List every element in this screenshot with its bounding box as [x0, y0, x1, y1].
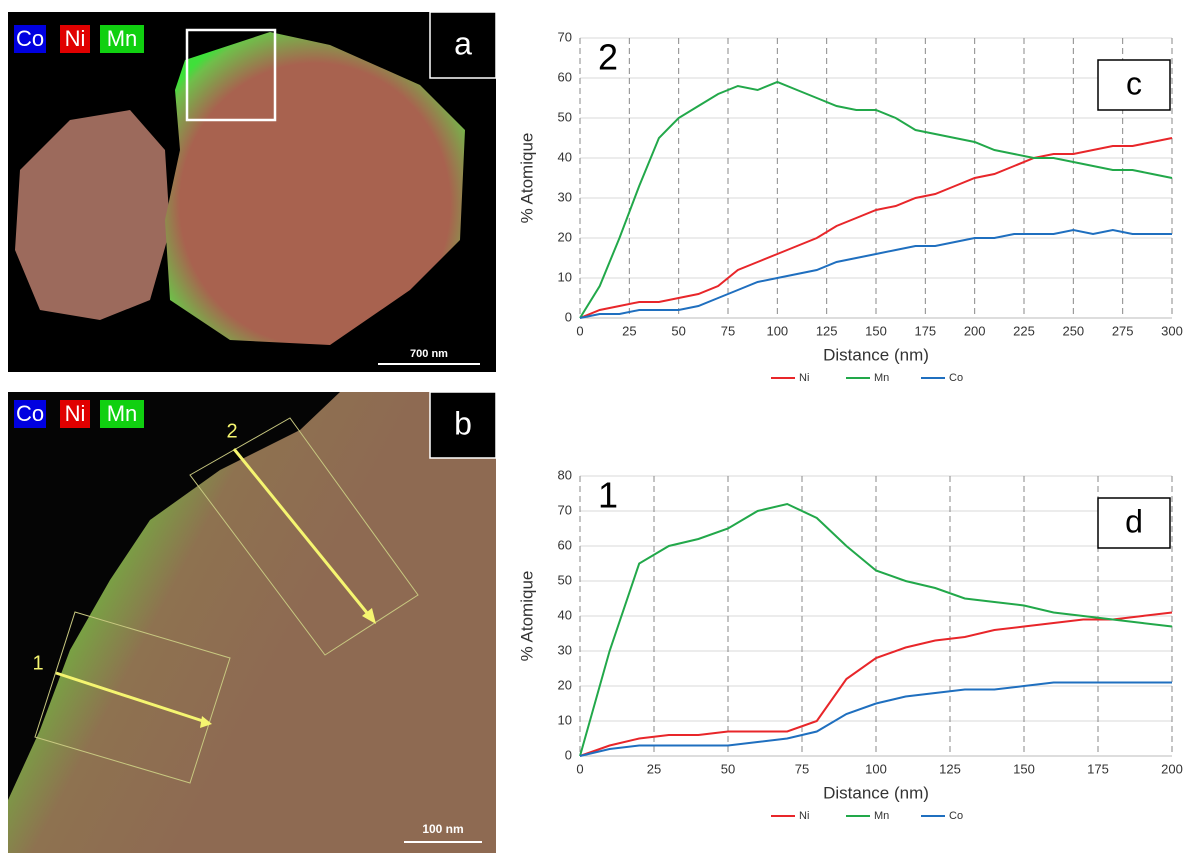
panel-label: d: [1125, 503, 1143, 539]
y-tick-label: 80: [558, 467, 572, 482]
channel-tag: [60, 25, 90, 53]
x-tick-label: 300: [1161, 323, 1183, 338]
legend-label: Mn: [874, 810, 889, 822]
series-line: [579, 137, 1173, 319]
series-line: [579, 228, 1172, 319]
channel-label: Mn: [107, 401, 138, 426]
image-a: a Co Ni Mn 700 nm: [8, 11, 497, 372]
profile-arrow: [55, 671, 207, 724]
x-tick-label: 275: [1112, 323, 1134, 338]
x-tick-label: 0: [576, 323, 583, 338]
profile-label: 2: [226, 420, 237, 442]
profile-label: 1: [32, 652, 43, 674]
vacuum: [8, 392, 340, 800]
x-tick-label: 25: [647, 761, 661, 776]
channel-tag: [100, 25, 144, 53]
scale-label: 700 nm: [410, 348, 448, 360]
particle: [15, 110, 170, 320]
x-tick-label: 0: [576, 761, 583, 776]
channel-label: Co: [16, 401, 44, 426]
x-tick-label: 75: [721, 323, 735, 338]
x-tick-label: 50: [671, 323, 685, 338]
zoom-box: [185, 28, 277, 122]
y-tick-label: 50: [558, 572, 572, 587]
scale-label: 100 nm: [422, 822, 463, 836]
y-axis-label: % Atomique: [517, 133, 536, 224]
y-tick-label: 30: [558, 642, 572, 657]
legend-label: Ni: [799, 372, 809, 384]
y-tick-label: 60: [558, 537, 572, 552]
y-tick-label: 20: [558, 229, 572, 244]
panel-label-box: [1097, 59, 1171, 111]
arrow-head: [362, 608, 376, 624]
profile-box: [189, 417, 419, 656]
y-tick-label: 0: [565, 309, 572, 324]
image-b: 2 1 b Co Ni Mn 100 nm: [8, 391, 497, 853]
channel-tag: [14, 25, 46, 53]
y-tick-label: 70: [558, 29, 572, 44]
y-tick-label: 50: [558, 109, 572, 124]
particle: [165, 32, 465, 345]
legend-label: Mn: [874, 372, 889, 384]
x-tick-label: 125: [939, 761, 961, 776]
x-tick-label: 200: [1161, 761, 1183, 776]
x-tick-label: 25: [622, 323, 636, 338]
series-line: [579, 80, 1173, 319]
y-tick-label: 10: [558, 269, 572, 284]
x-tick-label: 125: [816, 323, 838, 338]
series-line: [579, 611, 1173, 757]
series-line: [579, 681, 1172, 757]
x-tick-label: 250: [1062, 323, 1084, 338]
channel-label: Ni: [65, 401, 86, 426]
x-tick-label: 225: [1013, 323, 1035, 338]
panel-label: c: [1126, 65, 1142, 101]
panel-label: a: [454, 25, 472, 61]
x-tick-label: 100: [865, 761, 887, 776]
legend-label: Ni: [799, 810, 809, 822]
y-axis-label: % Atomique: [517, 571, 536, 662]
panel-label-box: [429, 11, 497, 79]
y-tick-label: 40: [558, 607, 572, 622]
panel-label-box: [429, 391, 497, 459]
x-tick-label: 200: [964, 323, 986, 338]
annotation: 2: [598, 37, 618, 78]
channel-tag: [60, 400, 90, 428]
x-tick-label: 50: [721, 761, 735, 776]
y-tick-label: 40: [558, 149, 572, 164]
x-axis-label: Distance (nm): [823, 345, 929, 364]
panel-label-box: [1097, 497, 1171, 549]
arrow-head: [200, 716, 212, 728]
x-tick-label: 175: [1087, 761, 1109, 776]
channel-label: Mn: [107, 26, 138, 51]
y-tick-label: 30: [558, 189, 572, 204]
profile-arrow: [232, 448, 374, 620]
x-tick-label: 100: [766, 323, 788, 338]
y-tick-label: 60: [558, 69, 572, 84]
channel-label: Ni: [65, 26, 86, 51]
legend-label: Co: [949, 810, 963, 822]
channel-tag: [100, 400, 144, 428]
profile-box: [34, 611, 231, 784]
y-tick-label: 10: [558, 712, 572, 727]
x-tick-label: 150: [865, 323, 887, 338]
channel-label: Co: [16, 26, 44, 51]
x-tick-label: 175: [914, 323, 936, 338]
legend-label: Co: [949, 372, 963, 384]
annotation: 1: [598, 475, 618, 516]
x-tick-label: 150: [1013, 761, 1035, 776]
x-tick-label: 75: [795, 761, 809, 776]
series-line: [579, 502, 1173, 757]
panel-label: b: [454, 405, 472, 441]
y-tick-label: 0: [565, 747, 572, 762]
y-tick-label: 70: [558, 502, 572, 517]
x-axis-label: Distance (nm): [823, 783, 929, 802]
y-tick-label: 20: [558, 677, 572, 692]
channel-tag: [14, 400, 46, 428]
